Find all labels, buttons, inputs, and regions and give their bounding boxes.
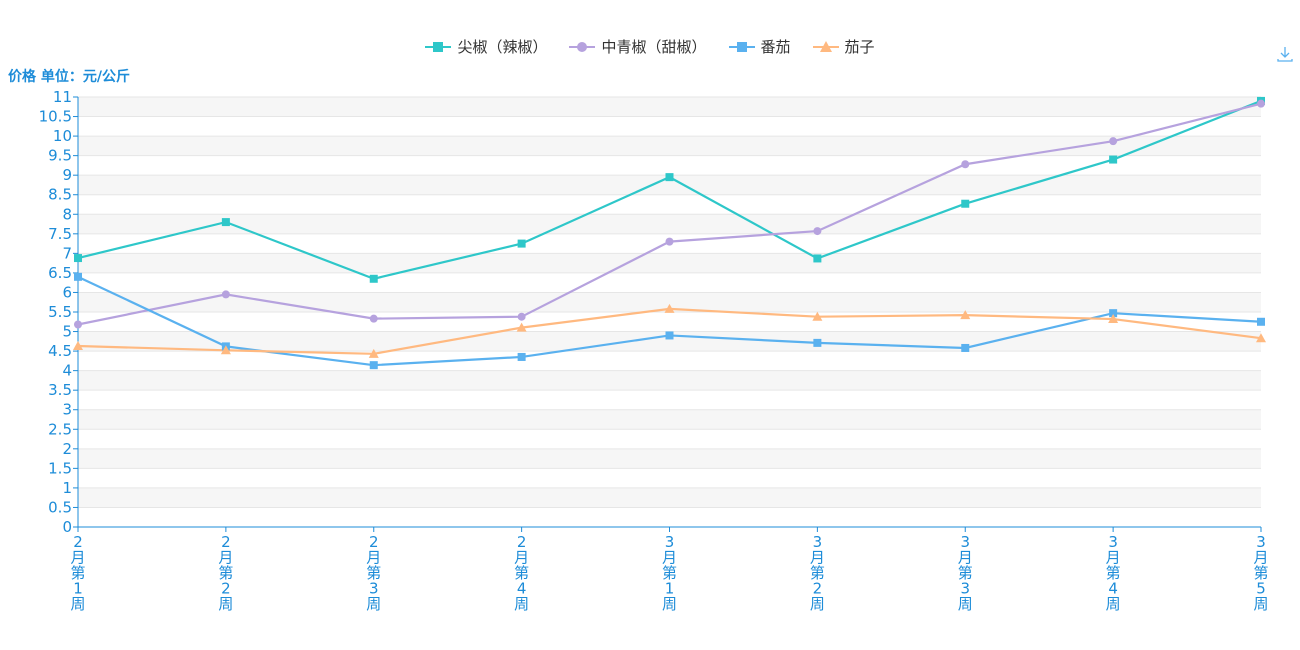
data-point-1	[517, 312, 526, 321]
grid-band	[78, 253, 1261, 273]
data-point-3	[73, 341, 83, 351]
grid-band	[78, 292, 1261, 312]
x-tick-label: 2 月第 1 周	[70, 533, 85, 613]
data-point-2	[665, 331, 674, 340]
y-tick-label: 6	[62, 283, 72, 301]
grid-band	[78, 370, 1261, 391]
y-tick-label: 8.5	[48, 186, 72, 204]
legend-item-2[interactable]: 番茄	[728, 36, 791, 57]
legend-label: 茄子	[844, 38, 875, 56]
legend: 尖椒（辣椒） 中青椒（甜椒） 番茄 茄子	[0, 36, 1300, 57]
legend-label: 尖椒（辣椒）	[457, 38, 548, 56]
grid-band	[78, 175, 1261, 195]
data-point-0	[961, 199, 970, 208]
data-point-2	[1109, 309, 1118, 318]
y-tick-label: 10.5	[39, 108, 72, 126]
data-point-1	[961, 160, 970, 169]
download-icon[interactable]	[1276, 45, 1294, 63]
y-axis-title: 价格 单位：元/公斤	[8, 69, 130, 85]
data-point-2	[369, 361, 378, 370]
y-tick-label: 5.5	[48, 303, 72, 321]
data-point-1	[74, 320, 82, 329]
data-point-1	[665, 237, 674, 246]
data-point-0	[74, 254, 82, 263]
y-tick-label: 8	[62, 205, 72, 223]
data-point-2	[517, 352, 526, 361]
x-tick-label: 3 月第 4 周	[1106, 533, 1121, 613]
grid-band	[78, 448, 1261, 469]
y-tick-label: 6.5	[48, 264, 72, 282]
y-tick-label: 10	[53, 127, 72, 145]
x-tick-label: 2 月第 2 周	[218, 533, 233, 613]
data-point-1	[1257, 99, 1265, 108]
legend-item-1[interactable]: 中青椒（甜椒）	[569, 36, 707, 57]
data-point-0	[221, 218, 230, 227]
data-point-3	[812, 311, 823, 321]
x-tick-label: 2 月第 4 周	[514, 533, 529, 613]
data-point-2	[813, 338, 822, 347]
y-tick-label: 2.5	[48, 420, 72, 438]
legend-label: 中青椒（甜椒）	[601, 38, 707, 56]
legend-swatch-triangle	[812, 40, 839, 52]
data-point-1	[221, 290, 230, 299]
data-point-3	[1256, 333, 1266, 343]
y-tick-label: 1	[62, 479, 72, 497]
y-tick-label: 9	[62, 166, 72, 184]
y-tick-label: 4.5	[48, 342, 72, 360]
y-tick-label: 7	[62, 244, 72, 262]
legend-swatch-square	[425, 41, 452, 52]
y-tick-label: 3.5	[48, 381, 72, 399]
x-tick-label: 2 月第 3 周	[366, 533, 381, 613]
data-point-0	[517, 239, 526, 248]
y-tick-label: 1.5	[48, 459, 72, 477]
data-point-3	[960, 310, 971, 320]
y-tick-label: 0.5	[48, 498, 72, 516]
grid-band	[78, 97, 1261, 117]
x-tick-label: 3 月第 1 周	[662, 533, 677, 613]
x-tick-label: 3 月第 2 周	[810, 533, 825, 613]
legend-swatch-square	[728, 41, 755, 52]
data-point-3	[220, 345, 231, 355]
y-tick-label: 9.5	[48, 147, 72, 165]
grid-band	[78, 136, 1261, 156]
grid-band	[78, 214, 1261, 234]
y-tick-label: 5	[62, 323, 72, 341]
data-point-0	[1109, 155, 1118, 164]
y-tick-label: 2	[62, 440, 72, 458]
x-tick-label: 3 月第 3 周	[958, 533, 973, 613]
data-point-1	[369, 314, 378, 323]
data-point-3	[1108, 314, 1119, 324]
y-tick-label: 0	[62, 518, 72, 536]
legend-item-3[interactable]: 茄子	[812, 36, 875, 57]
y-tick-label: 11	[53, 88, 72, 106]
data-point-1	[813, 227, 822, 236]
data-point-3	[664, 303, 675, 313]
data-point-2	[961, 343, 970, 352]
y-tick-label: 4	[62, 362, 72, 380]
data-point-0	[813, 254, 822, 263]
legend-swatch-circle	[569, 41, 596, 52]
data-point-0	[369, 274, 378, 283]
data-point-3	[516, 322, 527, 332]
x-tick-label: 3 月第 5 周	[1253, 533, 1268, 613]
data-point-3	[368, 348, 379, 358]
data-point-2	[1257, 317, 1265, 326]
y-tick-label: 7.5	[48, 225, 72, 243]
legend-label: 番茄	[760, 38, 791, 56]
data-point-1	[1109, 137, 1118, 146]
data-point-0	[665, 173, 674, 182]
grid-band	[78, 487, 1261, 508]
grid-band	[78, 409, 1261, 430]
legend-item-0[interactable]: 尖椒（辣椒）	[425, 36, 547, 57]
data-point-2	[74, 272, 82, 281]
y-tick-label: 3	[62, 401, 72, 419]
